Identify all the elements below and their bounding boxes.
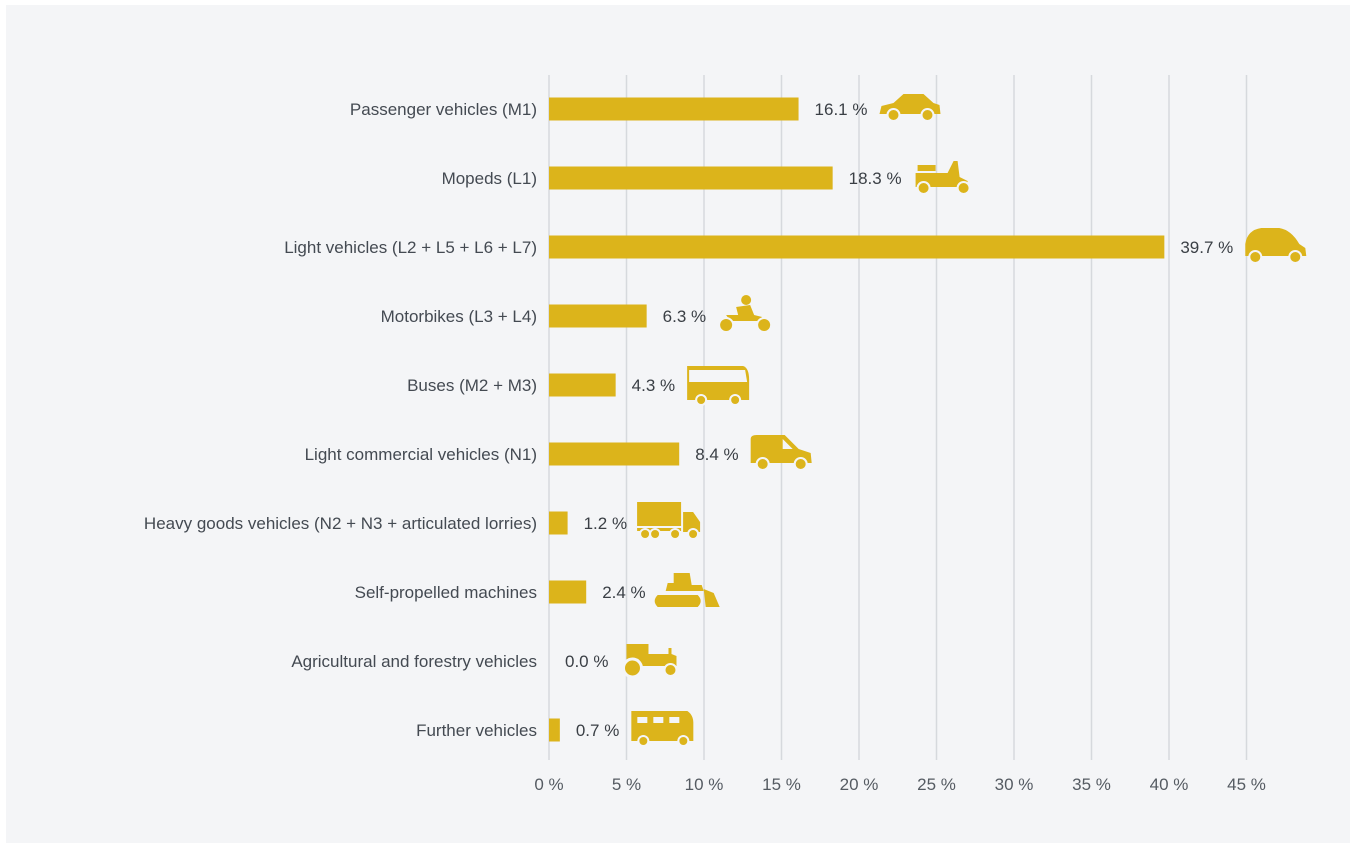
bar xyxy=(549,166,833,190)
bar xyxy=(549,442,680,466)
value-label: 0.7 % xyxy=(576,721,619,740)
x-tick-label: 5 % xyxy=(612,775,641,794)
category-label: Buses (M2 + M3) xyxy=(407,376,537,395)
bar xyxy=(549,235,1165,259)
category-label: Motorbikes (L3 + L4) xyxy=(381,307,537,326)
x-tick-label: 20 % xyxy=(840,775,879,794)
bar xyxy=(549,511,568,535)
value-label: 1.2 % xyxy=(584,514,627,533)
x-tick-label: 10 % xyxy=(685,775,724,794)
bar-chart: Passenger vehicles (M1) Mopeds (L1) Light … xyxy=(144,75,1307,794)
value-label: 18.3 % xyxy=(849,169,902,188)
category-label: Light vehicles (L2 + L5 + L6 + L7) xyxy=(284,238,537,257)
value-label: 16.1 % xyxy=(815,100,868,119)
truck-icon xyxy=(637,502,701,540)
category-label: Passenger vehicles (M1) xyxy=(350,100,537,119)
category-label: Self-propelled machines xyxy=(355,583,537,602)
value-label: 2.4 % xyxy=(602,583,645,602)
x-tick-label: 30 % xyxy=(995,775,1034,794)
value-label: 6.3 % xyxy=(663,307,706,326)
vehicle-icons xyxy=(621,94,1307,747)
bulldozer-icon xyxy=(654,573,720,607)
car-icon xyxy=(879,94,941,122)
scooter-icon xyxy=(915,161,971,195)
microcar-icon xyxy=(1245,228,1307,264)
x-tick-label: 45 % xyxy=(1227,775,1266,794)
bar xyxy=(549,718,560,742)
category-label: Agricultural and forestry vehicles xyxy=(291,652,537,671)
bars xyxy=(549,97,1165,742)
motorbike-icon xyxy=(718,295,773,333)
van-icon xyxy=(750,435,812,471)
bar xyxy=(549,97,799,121)
x-tick-label: 25 % xyxy=(917,775,956,794)
chart-panel: Passenger vehicles (M1) Mopeds (L1) Light … xyxy=(6,5,1350,843)
camper-icon xyxy=(631,711,694,747)
value-label: 39.7 % xyxy=(1180,238,1233,257)
bus-icon xyxy=(687,366,750,406)
x-tick-label: 15 % xyxy=(762,775,801,794)
x-tick-label: 0 % xyxy=(534,775,563,794)
x-tick-label: 35 % xyxy=(1072,775,1111,794)
category-label: Light commercial vehicles (N1) xyxy=(305,445,537,464)
category-label: Further vehicles xyxy=(416,721,537,740)
x-axis-ticks: 0 % 5 % 10 % 15 % 20 % 25 % 30 % 35 % 40 % 45 % xyxy=(534,775,1266,794)
category-labels: Passenger vehicles (M1) Mopeds (L1) Light … xyxy=(144,100,537,740)
category-label: Heavy goods vehicles (N2 + N3 + articula… xyxy=(144,514,537,533)
value-labels: 16.1 % 18.3 % 39.7 % 6.3 % 4.3 % 8.4 % 1.2 % 2.… xyxy=(565,100,1233,740)
tractor-icon xyxy=(621,644,678,679)
value-label: 8.4 % xyxy=(695,445,738,464)
bar xyxy=(549,373,616,397)
bar xyxy=(549,304,647,328)
x-tick-label: 40 % xyxy=(1150,775,1189,794)
category-label: Mopeds (L1) xyxy=(442,169,537,188)
value-label: 4.3 % xyxy=(632,376,675,395)
value-label: 0.0 % xyxy=(565,652,608,671)
bar xyxy=(549,580,587,604)
